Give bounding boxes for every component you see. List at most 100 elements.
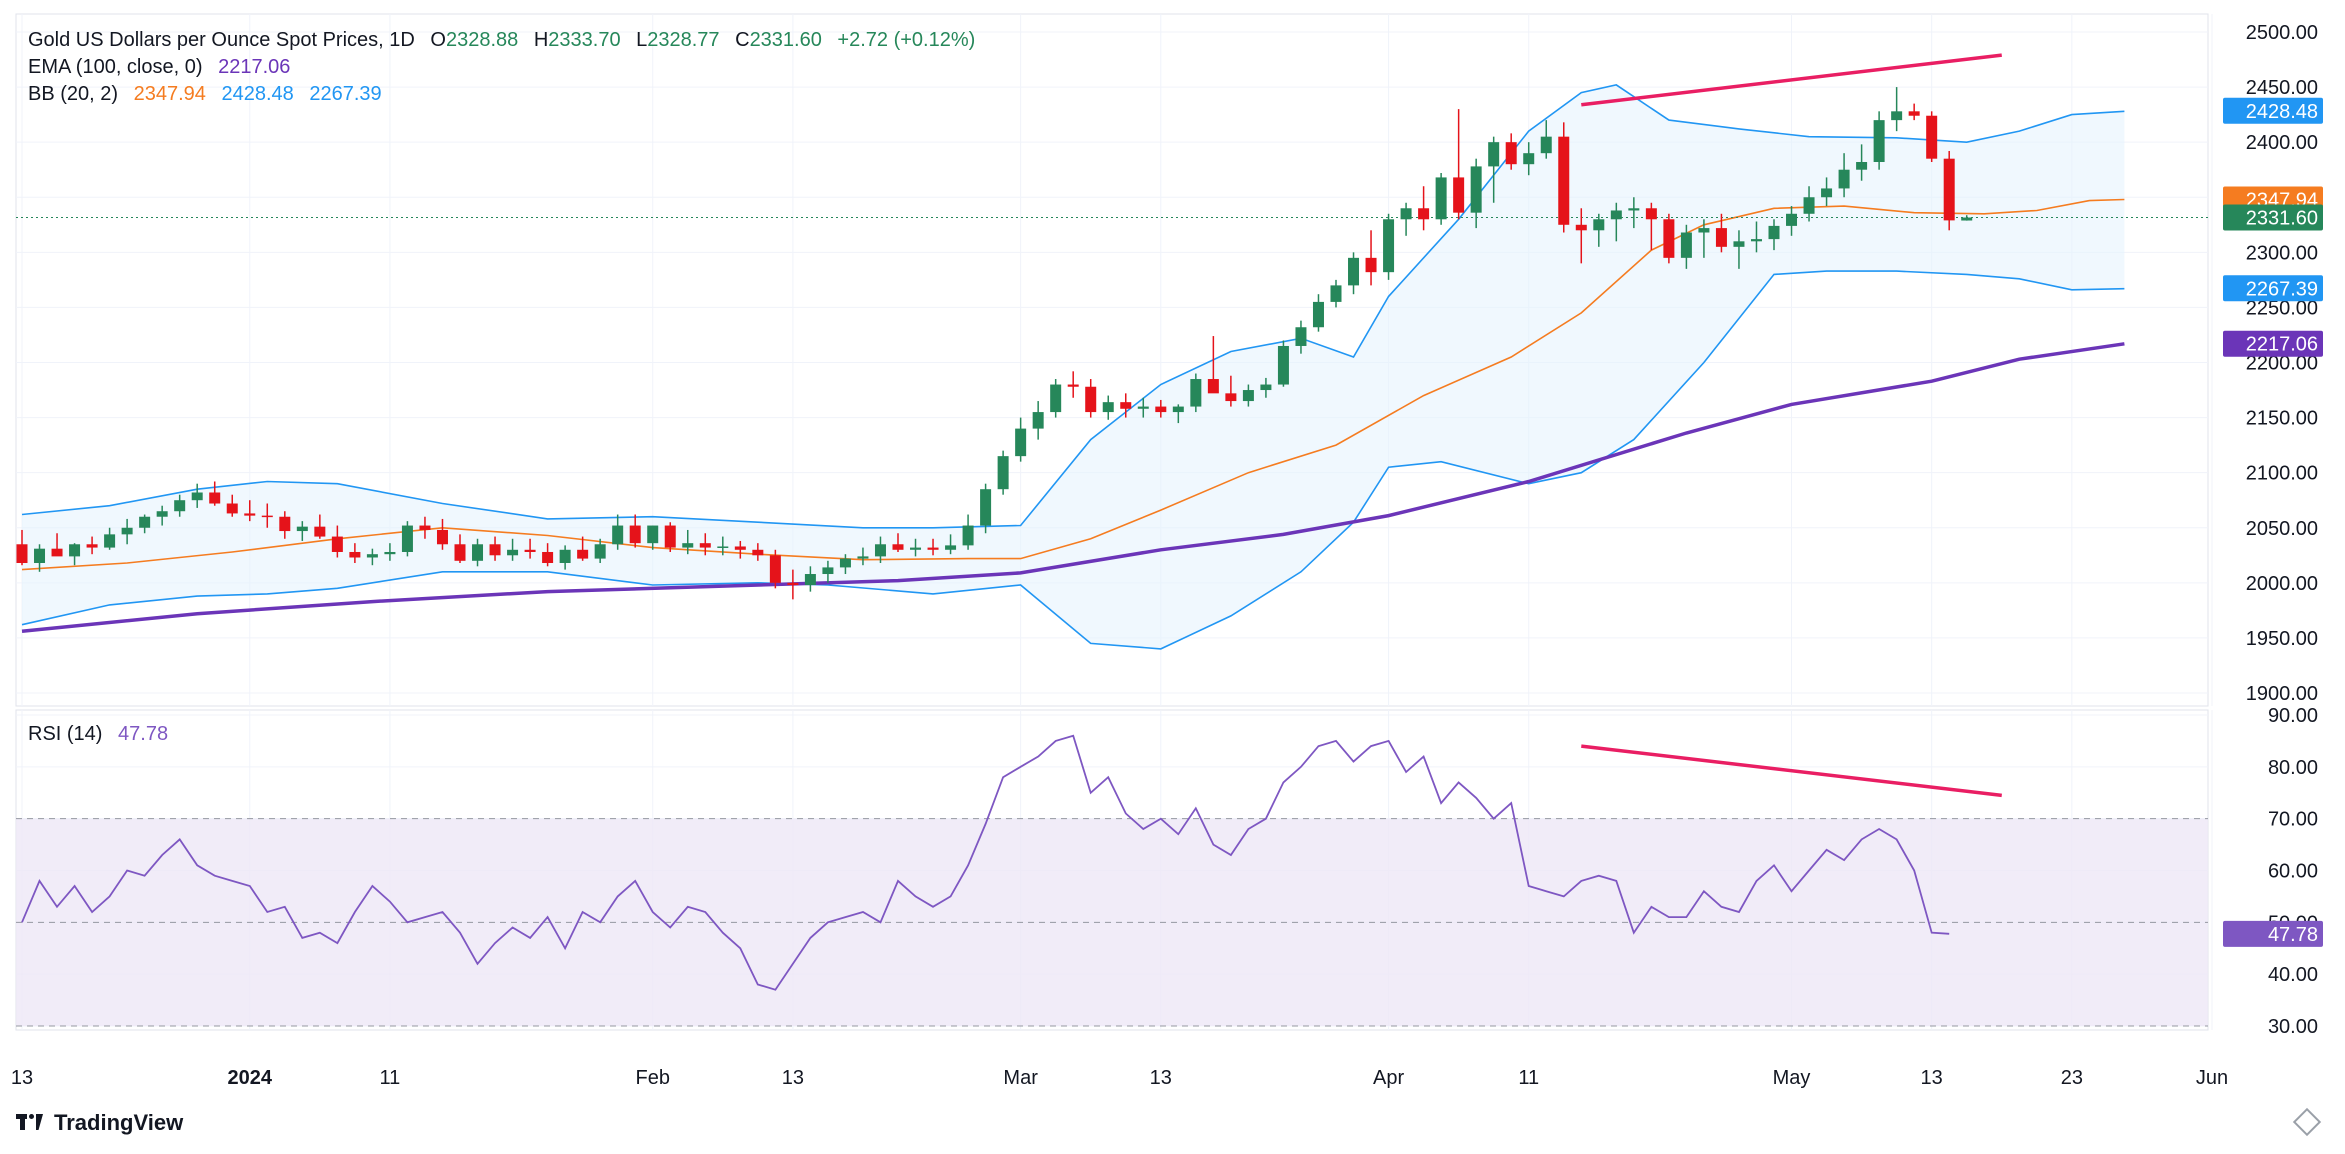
rsi-axis-tick-label: 30.00 xyxy=(2268,1016,2318,1038)
candle-body xyxy=(647,525,659,544)
candle-body xyxy=(419,525,431,530)
candle-body xyxy=(1207,379,1219,394)
bollinger-basis-line xyxy=(21,198,2125,571)
candle-body xyxy=(121,527,133,535)
candle-body xyxy=(86,544,98,548)
bb-label: BB (20, 2) xyxy=(28,83,119,105)
price-axis-tick-label: 2450.00 xyxy=(2246,77,2318,99)
candle-body xyxy=(542,551,554,564)
candle-body xyxy=(769,555,781,583)
candle-body xyxy=(261,515,273,518)
bollinger-upper-line xyxy=(21,84,2125,529)
close-value: 2331.60 xyxy=(749,29,822,51)
candle-body xyxy=(366,554,378,558)
tradingview-logo[interactable]: TradingView xyxy=(16,1110,183,1136)
candle-body xyxy=(1295,327,1307,346)
candle-body xyxy=(1470,166,1482,213)
candle-body xyxy=(1225,393,1237,402)
candle-body xyxy=(1085,386,1097,413)
bollinger-lower-line xyxy=(21,270,2125,650)
open-label: O xyxy=(430,29,446,51)
time-axis-tick-label: 2024 xyxy=(228,1067,273,1089)
candle-body xyxy=(1067,384,1079,387)
time-axis-tick-label: May xyxy=(1773,1067,1811,1089)
rsi-axis-tick-label: 40.00 xyxy=(2268,964,2318,986)
candle-body xyxy=(174,500,186,512)
candle-body xyxy=(577,549,589,559)
ema-tag: 2217.06 xyxy=(2246,334,2318,356)
candle-body xyxy=(594,544,606,559)
candle-body xyxy=(787,582,799,586)
candle-body xyxy=(1330,285,1342,302)
rsi-axis-tick-label: 70.00 xyxy=(2268,809,2318,831)
candle-body xyxy=(1032,412,1044,429)
ema-value: 2217.06 xyxy=(218,56,291,78)
candle-body xyxy=(1277,345,1289,385)
rsi-axis-tick-label: 60.00 xyxy=(2268,861,2318,883)
rsi-line xyxy=(21,734,1950,991)
candle-body xyxy=(1172,406,1184,413)
last-price-tag: 2331.60 xyxy=(2246,208,2318,230)
candle-body xyxy=(1365,257,1377,273)
candle-body xyxy=(1400,208,1412,220)
bb-lower-tag: 2267.39 xyxy=(2246,278,2318,300)
candle-body xyxy=(244,513,256,516)
candle-body xyxy=(804,574,816,586)
bb-lower-tag-bg xyxy=(2223,275,2323,302)
change-value: +2.72 (+0.12%) xyxy=(837,29,976,51)
time-axis-tick-label: 13 xyxy=(782,1067,804,1089)
candle-body xyxy=(524,549,536,552)
rsi-axis-tick-label: 80.00 xyxy=(2268,757,2318,779)
candle-body xyxy=(139,516,151,528)
candle-body xyxy=(1593,219,1605,231)
last-price-tag-bg xyxy=(2223,204,2323,231)
candle-body xyxy=(1260,384,1272,391)
candle-body xyxy=(1312,301,1324,328)
candle-body xyxy=(331,536,343,552)
candle-body xyxy=(16,544,28,564)
candle-body xyxy=(612,525,624,545)
price-axis-tick-label: 2200.00 xyxy=(2246,353,2318,375)
time-axis-tick-label: 23 xyxy=(2061,1067,2083,1089)
price-axis-tick-label: 2000.00 xyxy=(2246,573,2318,595)
tradingview-mark-icon xyxy=(16,1114,46,1132)
ema-legend: EMA (100, close, 0) 2217.06 xyxy=(28,54,300,80)
time-axis-tick-label: 13 xyxy=(1921,1067,1943,1089)
candle-body xyxy=(1961,217,1973,221)
price-axis-tick-label: 1950.00 xyxy=(2246,628,2318,650)
watermark-diamond-icon xyxy=(2292,1107,2322,1137)
candle-body xyxy=(489,544,501,556)
price-axis-tick-label: 2150.00 xyxy=(2246,408,2318,430)
candle-body xyxy=(1348,257,1360,286)
time-axis-tick-label: Jun xyxy=(2196,1067,2228,1089)
price-axis-tick-label: 2500.00 xyxy=(2246,22,2318,44)
price-axis-tick-label: 2400.00 xyxy=(2246,132,2318,154)
candle-body xyxy=(1523,153,1535,165)
candle-body xyxy=(980,489,992,526)
candle-body xyxy=(472,544,484,561)
candle-body xyxy=(752,549,764,556)
candle-body xyxy=(1750,239,1762,242)
candle-body xyxy=(279,516,291,532)
candle-body xyxy=(1015,428,1027,457)
price-pane: 1900.00 1950.00 2000.00 2050.00 2100.00 2150.… xyxy=(15,13,2323,707)
candle-body xyxy=(1715,228,1727,247)
price-legend: Gold US Dollars per Ounce Spot Prices, 1… xyxy=(28,27,985,53)
candle-body xyxy=(1908,111,1920,116)
candle-body xyxy=(209,492,221,504)
time-axis-tick-label: 13 xyxy=(1150,1067,1172,1089)
candle-body xyxy=(945,545,957,550)
candle-body xyxy=(717,546,729,548)
open-value: 2328.88 xyxy=(445,29,519,51)
candle-body xyxy=(1733,241,1745,247)
tradingview-text: TradingView xyxy=(54,1110,184,1135)
time-axis-tick-label: 11 xyxy=(380,1067,401,1089)
candle-body xyxy=(384,551,396,555)
close-label: C xyxy=(735,29,750,51)
bb-mid-value: 2347.94 xyxy=(133,83,206,105)
candle-body xyxy=(839,558,851,568)
low-label: L xyxy=(636,29,648,51)
candle-body xyxy=(997,456,1009,490)
ema-100-line xyxy=(21,342,2125,634)
